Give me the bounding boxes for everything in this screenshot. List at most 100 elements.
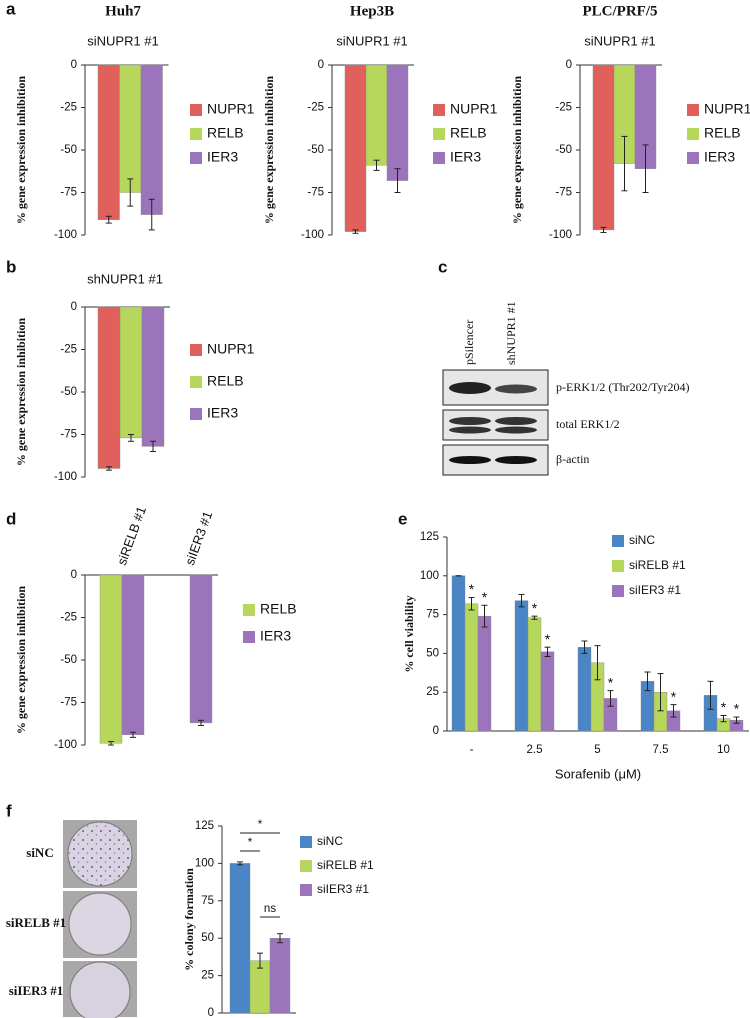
row-label: siNC [26, 845, 53, 860]
y-tick-label: -50 [60, 654, 77, 666]
bar [540, 651, 555, 732]
legend-label: RELB [450, 125, 487, 141]
bar [464, 603, 479, 732]
y-tick-label: -100 [54, 739, 77, 751]
bar [386, 64, 409, 181]
legend-label: IER3 [207, 149, 238, 165]
legend-swatch [687, 104, 699, 116]
x-tick-label: 10 [717, 744, 730, 756]
legend-label: siIER3 #1 [629, 583, 681, 597]
chart-subtitle: siNUPR1 #1 [584, 33, 656, 48]
legend-swatch [243, 604, 255, 616]
legend-swatch [300, 884, 312, 896]
chart-title: Hep3B [350, 3, 394, 19]
y-tick-label: -75 [60, 697, 77, 709]
y-tick-label: 0 [71, 59, 77, 71]
plate [68, 892, 132, 956]
y-tick-label: -100 [301, 229, 324, 241]
legend-label: siIER3 #1 [317, 882, 369, 896]
blot-strip [442, 409, 549, 441]
y-axis-label: % gene expression inhibition [14, 76, 28, 224]
y-tick-label: -75 [60, 187, 77, 199]
panel-letter: d [6, 509, 16, 528]
y-tick-label: 100 [420, 570, 439, 582]
legend-label: RELB [207, 125, 244, 141]
chart-subtitle: siNUPR1 #1 [87, 33, 159, 48]
panel-letter: a [6, 0, 16, 18]
bar [365, 64, 388, 166]
legend-label: RELB [704, 125, 741, 141]
y-tick-label: 0 [566, 59, 572, 71]
legend-swatch [300, 860, 312, 872]
legend-swatch [433, 104, 445, 116]
legend-label: siNC [629, 533, 655, 547]
y-tick-label: -25 [555, 102, 572, 114]
y-tick-label: 50 [426, 647, 439, 659]
comparison-label: * [258, 819, 263, 831]
bar [141, 306, 165, 447]
row-label: siIER3 #1 [9, 983, 64, 998]
colony-plates: siNC siRELB #1 siIER3 #1 [6, 820, 137, 1018]
y-tick-label: 25 [201, 970, 214, 982]
y-tick-label: -50 [60, 386, 77, 398]
legend-label: NUPR1 [207, 341, 255, 357]
y-tick-label: -25 [60, 102, 77, 114]
bar [97, 64, 120, 220]
bar [119, 306, 143, 439]
lane-label: shNUPR1 #1 [504, 301, 518, 365]
x-tick-label: 7.5 [653, 744, 669, 756]
y-axis-label: % gene expression inhibition [510, 76, 524, 224]
band [449, 382, 491, 394]
y-tick-label: 50 [201, 932, 214, 944]
y-tick-label: -25 [60, 344, 77, 356]
bar [477, 615, 492, 732]
y-tick-label: -50 [60, 144, 77, 156]
legend-swatch [300, 836, 312, 848]
x-axis-label: Sorafenib (μM) [555, 766, 641, 781]
y-axis-label: % cell viability [402, 595, 416, 672]
bar [527, 617, 542, 732]
significance-mark: * [671, 688, 677, 704]
y-tick-label: -100 [54, 471, 77, 483]
band [495, 384, 537, 394]
y-tick-label: 125 [420, 531, 439, 543]
legend-swatch [612, 560, 624, 572]
legend-label: siNC [317, 834, 343, 848]
y-tick-label: 75 [201, 895, 214, 907]
bar [119, 64, 142, 193]
y-tick-label: -100 [54, 229, 77, 241]
bar [140, 64, 163, 215]
bar [269, 938, 291, 1014]
bar [97, 306, 121, 469]
legend-swatch [190, 376, 202, 388]
significance-mark: * [734, 701, 740, 717]
legend-label: NUPR1 [704, 101, 750, 117]
x-tick-label: 2.5 [527, 744, 543, 756]
panel-letter: e [398, 509, 407, 528]
legend-swatch [687, 152, 699, 164]
legend-label: IER3 [207, 405, 238, 421]
legend-swatch [243, 631, 255, 643]
x-tick-label: - [470, 744, 474, 756]
comparison-label: ns [264, 903, 276, 915]
chart-title: PLC/PRF/5 [583, 3, 658, 19]
chart-title: Huh7 [105, 3, 141, 19]
y-tick-label: -75 [60, 429, 77, 441]
legend-swatch [190, 152, 202, 164]
significance-mark: * [545, 631, 551, 647]
chart-subtitle: shNUPR1 #1 [87, 271, 163, 286]
lane-label: pSilencer [462, 320, 476, 365]
y-tick-label: -50 [307, 144, 324, 156]
legend-swatch [190, 128, 202, 140]
plate [69, 961, 131, 1018]
significance-mark: * [721, 699, 727, 715]
y-tick-label: 0 [433, 725, 439, 737]
y-tick-label: 0 [71, 569, 77, 581]
legend-swatch [190, 408, 202, 420]
bar [514, 600, 529, 732]
band [495, 456, 537, 464]
legend-swatch [612, 535, 624, 547]
legend-label: NUPR1 [207, 101, 255, 117]
significance-mark: * [608, 674, 614, 690]
